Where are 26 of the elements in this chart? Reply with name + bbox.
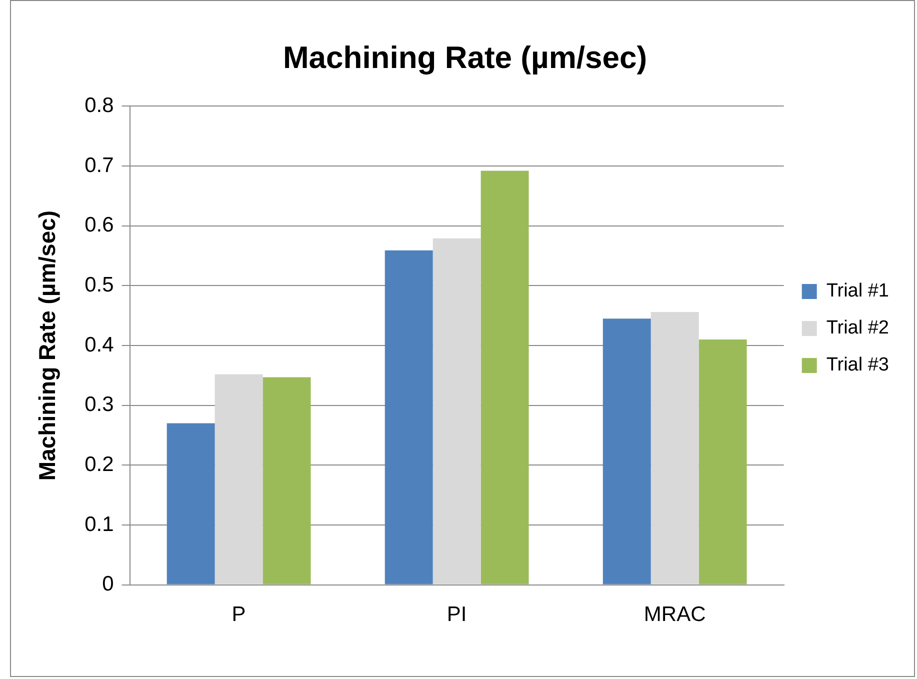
x-tick-label: MRAC [644, 603, 706, 626]
y-tick-label: 0.7 [84, 154, 114, 177]
legend-label: Trial #1 [826, 280, 890, 302]
bar [214, 374, 263, 584]
y-tick-label: 0.6 [84, 214, 114, 237]
y-tick-label: 0.8 [84, 94, 114, 117]
y-tick-label: 0.3 [84, 393, 114, 416]
x-tick-label: P [232, 603, 246, 626]
bar [384, 250, 433, 584]
bar [432, 238, 481, 584]
bar [166, 423, 215, 584]
y-tick-label: 0.2 [84, 452, 114, 476]
bar [602, 318, 651, 584]
legend-label: Trial #2 [826, 318, 890, 339]
y-tick-label: 0 [102, 572, 114, 596]
chart-title: Machining Rate (µm/sec) [282, 40, 648, 76]
legend-label: Trial #3 [826, 354, 890, 376]
y-tick-label: 0.5 [84, 273, 114, 296]
bar [480, 170, 529, 584]
y-tick-label: 0.4 [84, 333, 114, 356]
x-tick-label: PI [446, 603, 467, 626]
bar [650, 312, 699, 584]
bar [262, 377, 311, 584]
y-axis-title: Machining Rate (µm/sec) [34, 210, 60, 481]
bar [698, 340, 747, 584]
y-tick-label: 0.1 [84, 512, 114, 536]
